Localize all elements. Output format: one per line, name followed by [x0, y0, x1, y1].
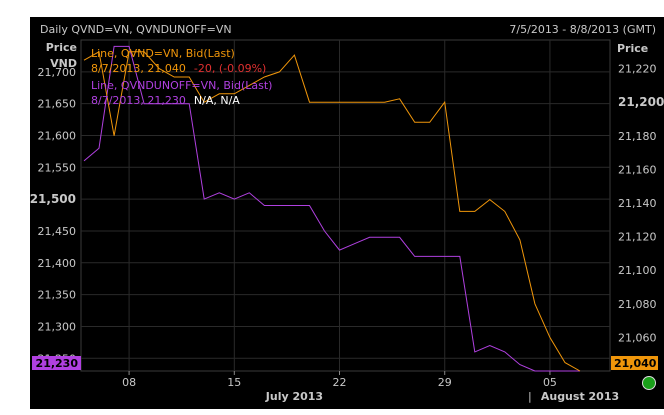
month-separator: | — [528, 390, 532, 403]
chart-frame — [30, 17, 664, 409]
left-last-value-badge — [32, 356, 81, 370]
right-tick-label: 21,100 — [618, 264, 657, 277]
date-range: 7/5/2013 - 8/8/2013 (GMT) — [509, 23, 656, 36]
chart-title: Daily QVND=VN, QVNDUNOFF=VN — [40, 23, 232, 36]
legend-series1-value: 8/7/2013, 21,040 — [91, 62, 186, 75]
right-last-value-badge — [611, 356, 658, 370]
left-tick-label: 21,400 — [38, 257, 77, 270]
left-tick-label: 21,650 — [38, 98, 77, 111]
legend-series1-name: Line, QVND=VN, Bid(Last) — [91, 47, 235, 60]
left-tick-label: 21,500 — [30, 192, 76, 206]
left-tick-label: 21,300 — [38, 320, 77, 333]
month-label: August 2013 — [541, 390, 619, 403]
plot-area — [80, 39, 611, 372]
right-tick-label: 21,140 — [618, 197, 657, 210]
series-line-qvnd[interactable] — [83, 51, 581, 372]
x-tick-label: 29 — [438, 376, 452, 389]
right-axis-title: Price — [617, 42, 648, 55]
x-tick-label: 08 — [122, 376, 136, 389]
series-line-qvndunoff[interactable] — [83, 45, 580, 372]
right-tick-label: 21,200 — [618, 95, 664, 109]
x-tick-label: 22 — [333, 376, 347, 389]
legend-series2-value: 8/7/2013, 21,230 — [91, 94, 186, 107]
right-tick-label: 21,080 — [618, 298, 657, 311]
right-tick-label: 21,160 — [618, 163, 657, 176]
right-tick-label: 21,060 — [618, 331, 657, 344]
left-tick-label: 21,600 — [38, 129, 77, 142]
legend-series1-values: 8/7/2013, 21,040 -20, (-0.09%) — [91, 62, 266, 75]
right-tick-label: 21,220 — [618, 63, 657, 76]
left-tick-label: 21,700 — [38, 66, 77, 79]
legend-series2-change: N/A, N/A — [194, 94, 240, 107]
month-label: July 2013 — [265, 390, 323, 403]
legend-series2-name: Line, QVNDUNOFF=VN, Bid(Last) — [91, 79, 272, 92]
left-axis-unit: VND — [50, 57, 77, 70]
right-last-value: 21,040 — [614, 357, 657, 370]
left-tick-label: 21,550 — [38, 161, 77, 174]
right-tick-label: 21,120 — [618, 231, 657, 244]
left-tick-label: 21,350 — [38, 289, 77, 302]
x-tick-label: 05 — [543, 376, 557, 389]
left-axis: 21,25021,30021,35021,40021,45021,50021,5… — [30, 66, 76, 365]
status-dot-icon[interactable] — [642, 376, 656, 390]
left-last-value: 21,230 — [36, 357, 79, 370]
left-tick-label: 21,450 — [38, 225, 77, 238]
legend-series2-values: 8/7/2013, 21,230 N/A, N/A — [91, 94, 240, 107]
left-axis-title: Price — [46, 41, 77, 54]
right-tick-label: 21,180 — [618, 130, 657, 143]
right-axis: 21,060 21,080 21,100 21,120 21,140 21,160 21,1… — [618, 63, 664, 345]
x-tick-label: 15 — [227, 376, 241, 389]
legend-series1-change: -20, (-0.09%) — [194, 62, 266, 75]
x-axis: 08 15 22 29 05 July 2013 | August 2013 — [122, 371, 619, 403]
